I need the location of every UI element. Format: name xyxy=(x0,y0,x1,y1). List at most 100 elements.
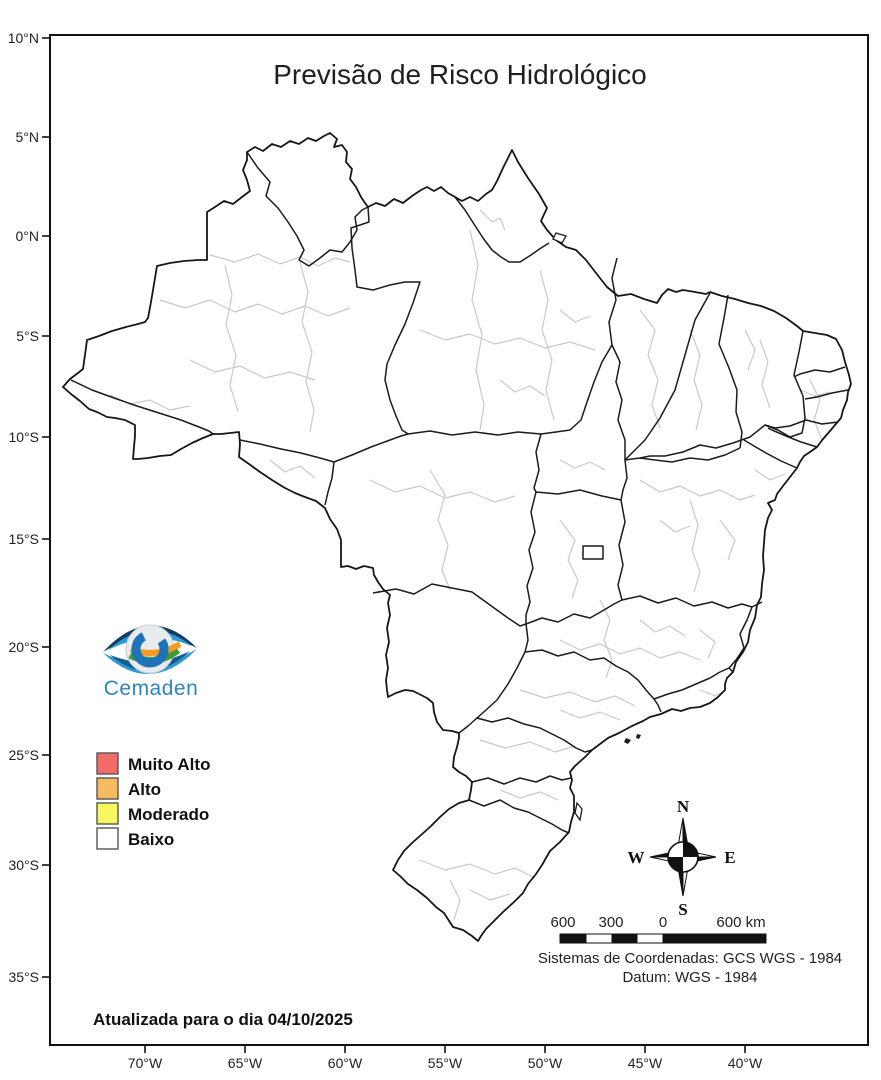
region-border-path xyxy=(419,329,596,351)
state-border-path xyxy=(582,545,604,560)
logo-c-letter xyxy=(131,630,169,668)
region-border-path xyxy=(809,379,823,441)
state-border-path xyxy=(718,294,743,449)
country-outline-path xyxy=(62,132,852,942)
state-border-path xyxy=(764,330,806,438)
state-border-path xyxy=(639,419,839,459)
lat-tick-label: 5°S xyxy=(16,328,39,344)
scale-bar-label: 600 km xyxy=(716,914,765,931)
region-border-path xyxy=(559,309,591,323)
state-border-path xyxy=(728,606,753,669)
region-border-path xyxy=(559,459,606,471)
region-border-path xyxy=(429,469,451,591)
scale-bar-segment xyxy=(662,933,767,944)
islands xyxy=(552,232,641,822)
compass-quarter-ne xyxy=(683,842,698,857)
region-border-path xyxy=(499,789,559,801)
legend-label-baixo: Baixo xyxy=(128,830,174,849)
region-border-path xyxy=(299,261,315,433)
legend-swatch-alto xyxy=(96,777,119,800)
legend-swatch-baixo xyxy=(96,827,119,850)
logo-eye-upper-inner xyxy=(108,630,192,650)
region-border-path xyxy=(469,889,511,901)
region-border-path xyxy=(469,229,485,431)
lon-tick-label: 60°W xyxy=(328,1055,363,1071)
state-border-path xyxy=(804,389,849,400)
country-outline xyxy=(62,132,852,942)
island-dot-path xyxy=(624,738,631,744)
logo-eye-lower-lid xyxy=(103,649,197,675)
region-border-path xyxy=(754,469,786,481)
region-border-path xyxy=(719,519,736,561)
scale-bar: 600 300 0 600 km xyxy=(550,914,767,944)
compass-quarter-sw xyxy=(668,857,683,872)
scale-bar-label: 0 xyxy=(659,914,667,931)
state-border-path xyxy=(458,623,529,734)
lat-tick-label: 25°S xyxy=(8,747,39,763)
state-border-path xyxy=(767,427,818,448)
scale-bar-segment xyxy=(585,933,613,944)
region-border-path xyxy=(419,859,536,879)
municipal-region-borders xyxy=(109,209,831,921)
region-border-path xyxy=(449,879,461,921)
state-border-path xyxy=(653,667,730,700)
scale-bar-label: 300 xyxy=(598,914,623,931)
state-border-path xyxy=(611,344,628,501)
state-border-path xyxy=(525,433,542,624)
lat-tick-label: 0°N xyxy=(16,228,40,244)
lat-tick-label: 20°S xyxy=(8,639,39,655)
island-path xyxy=(552,232,567,244)
region-border-path xyxy=(559,709,621,721)
compass-label-w: W xyxy=(628,848,645,867)
region-border-path xyxy=(744,329,756,371)
lat-tick-label: 15°S xyxy=(8,531,39,547)
island-dot-path xyxy=(636,734,641,739)
legend-swatch-muito-alto xyxy=(96,752,119,775)
island-path xyxy=(574,801,583,822)
legend-swatch-moderado xyxy=(96,802,119,825)
region-border-path xyxy=(639,479,756,501)
region-border-path xyxy=(639,619,686,637)
state-border-path xyxy=(524,649,655,700)
logo-eye-lower-inner xyxy=(110,651,190,672)
legend-label-alto: Alto xyxy=(128,780,161,799)
state-border-path xyxy=(535,489,622,501)
region-border-path xyxy=(659,519,691,533)
cemaden-logo: Cemaden xyxy=(103,624,198,700)
axis-ticks: 10°N 5°N 0°N 5°S 10°S 15°S 20°S 25°S 30°S 35°S 70°… xyxy=(8,30,763,1071)
lat-tick-label: 35°S xyxy=(8,969,39,985)
region-border-path xyxy=(189,359,316,381)
region-border-path xyxy=(369,479,516,503)
region-border-path xyxy=(109,394,191,411)
state-border-path xyxy=(70,379,214,435)
state-border-path xyxy=(617,499,626,601)
region-border-path xyxy=(689,499,701,593)
region-border-path xyxy=(699,629,716,659)
compass-label-s: S xyxy=(678,900,687,919)
lat-tick-label: 30°S xyxy=(8,857,39,873)
lon-tick-label: 55°W xyxy=(428,1055,463,1071)
region-border-path xyxy=(224,264,239,413)
state-border-path xyxy=(372,583,527,627)
lon-tick-label: 50°W xyxy=(528,1055,563,1071)
compass-rose: N S W E xyxy=(628,797,736,919)
legend-label-moderado: Moderado xyxy=(128,805,209,824)
updated-date-text: Atualizada para o dia 04/10/2025 xyxy=(93,1010,353,1029)
state-border-path xyxy=(471,775,572,785)
state-border-path xyxy=(246,151,369,267)
lat-tick-label: 10°S xyxy=(8,429,39,445)
lon-tick-label: 65°W xyxy=(228,1055,263,1071)
state-border-path xyxy=(239,433,409,463)
region-border-path xyxy=(519,689,636,707)
map-frame xyxy=(49,34,869,1046)
state-border-path xyxy=(324,461,335,506)
lon-tick-label: 70°W xyxy=(128,1055,163,1071)
state-border-path xyxy=(624,292,711,461)
state-border-path xyxy=(653,698,662,713)
scale-bar-segment xyxy=(636,933,664,944)
logo-eye-upper-lid xyxy=(103,625,197,652)
region-border-path xyxy=(559,639,701,661)
region-border-path xyxy=(639,309,661,429)
lon-tick-label: 45°W xyxy=(628,1055,663,1071)
